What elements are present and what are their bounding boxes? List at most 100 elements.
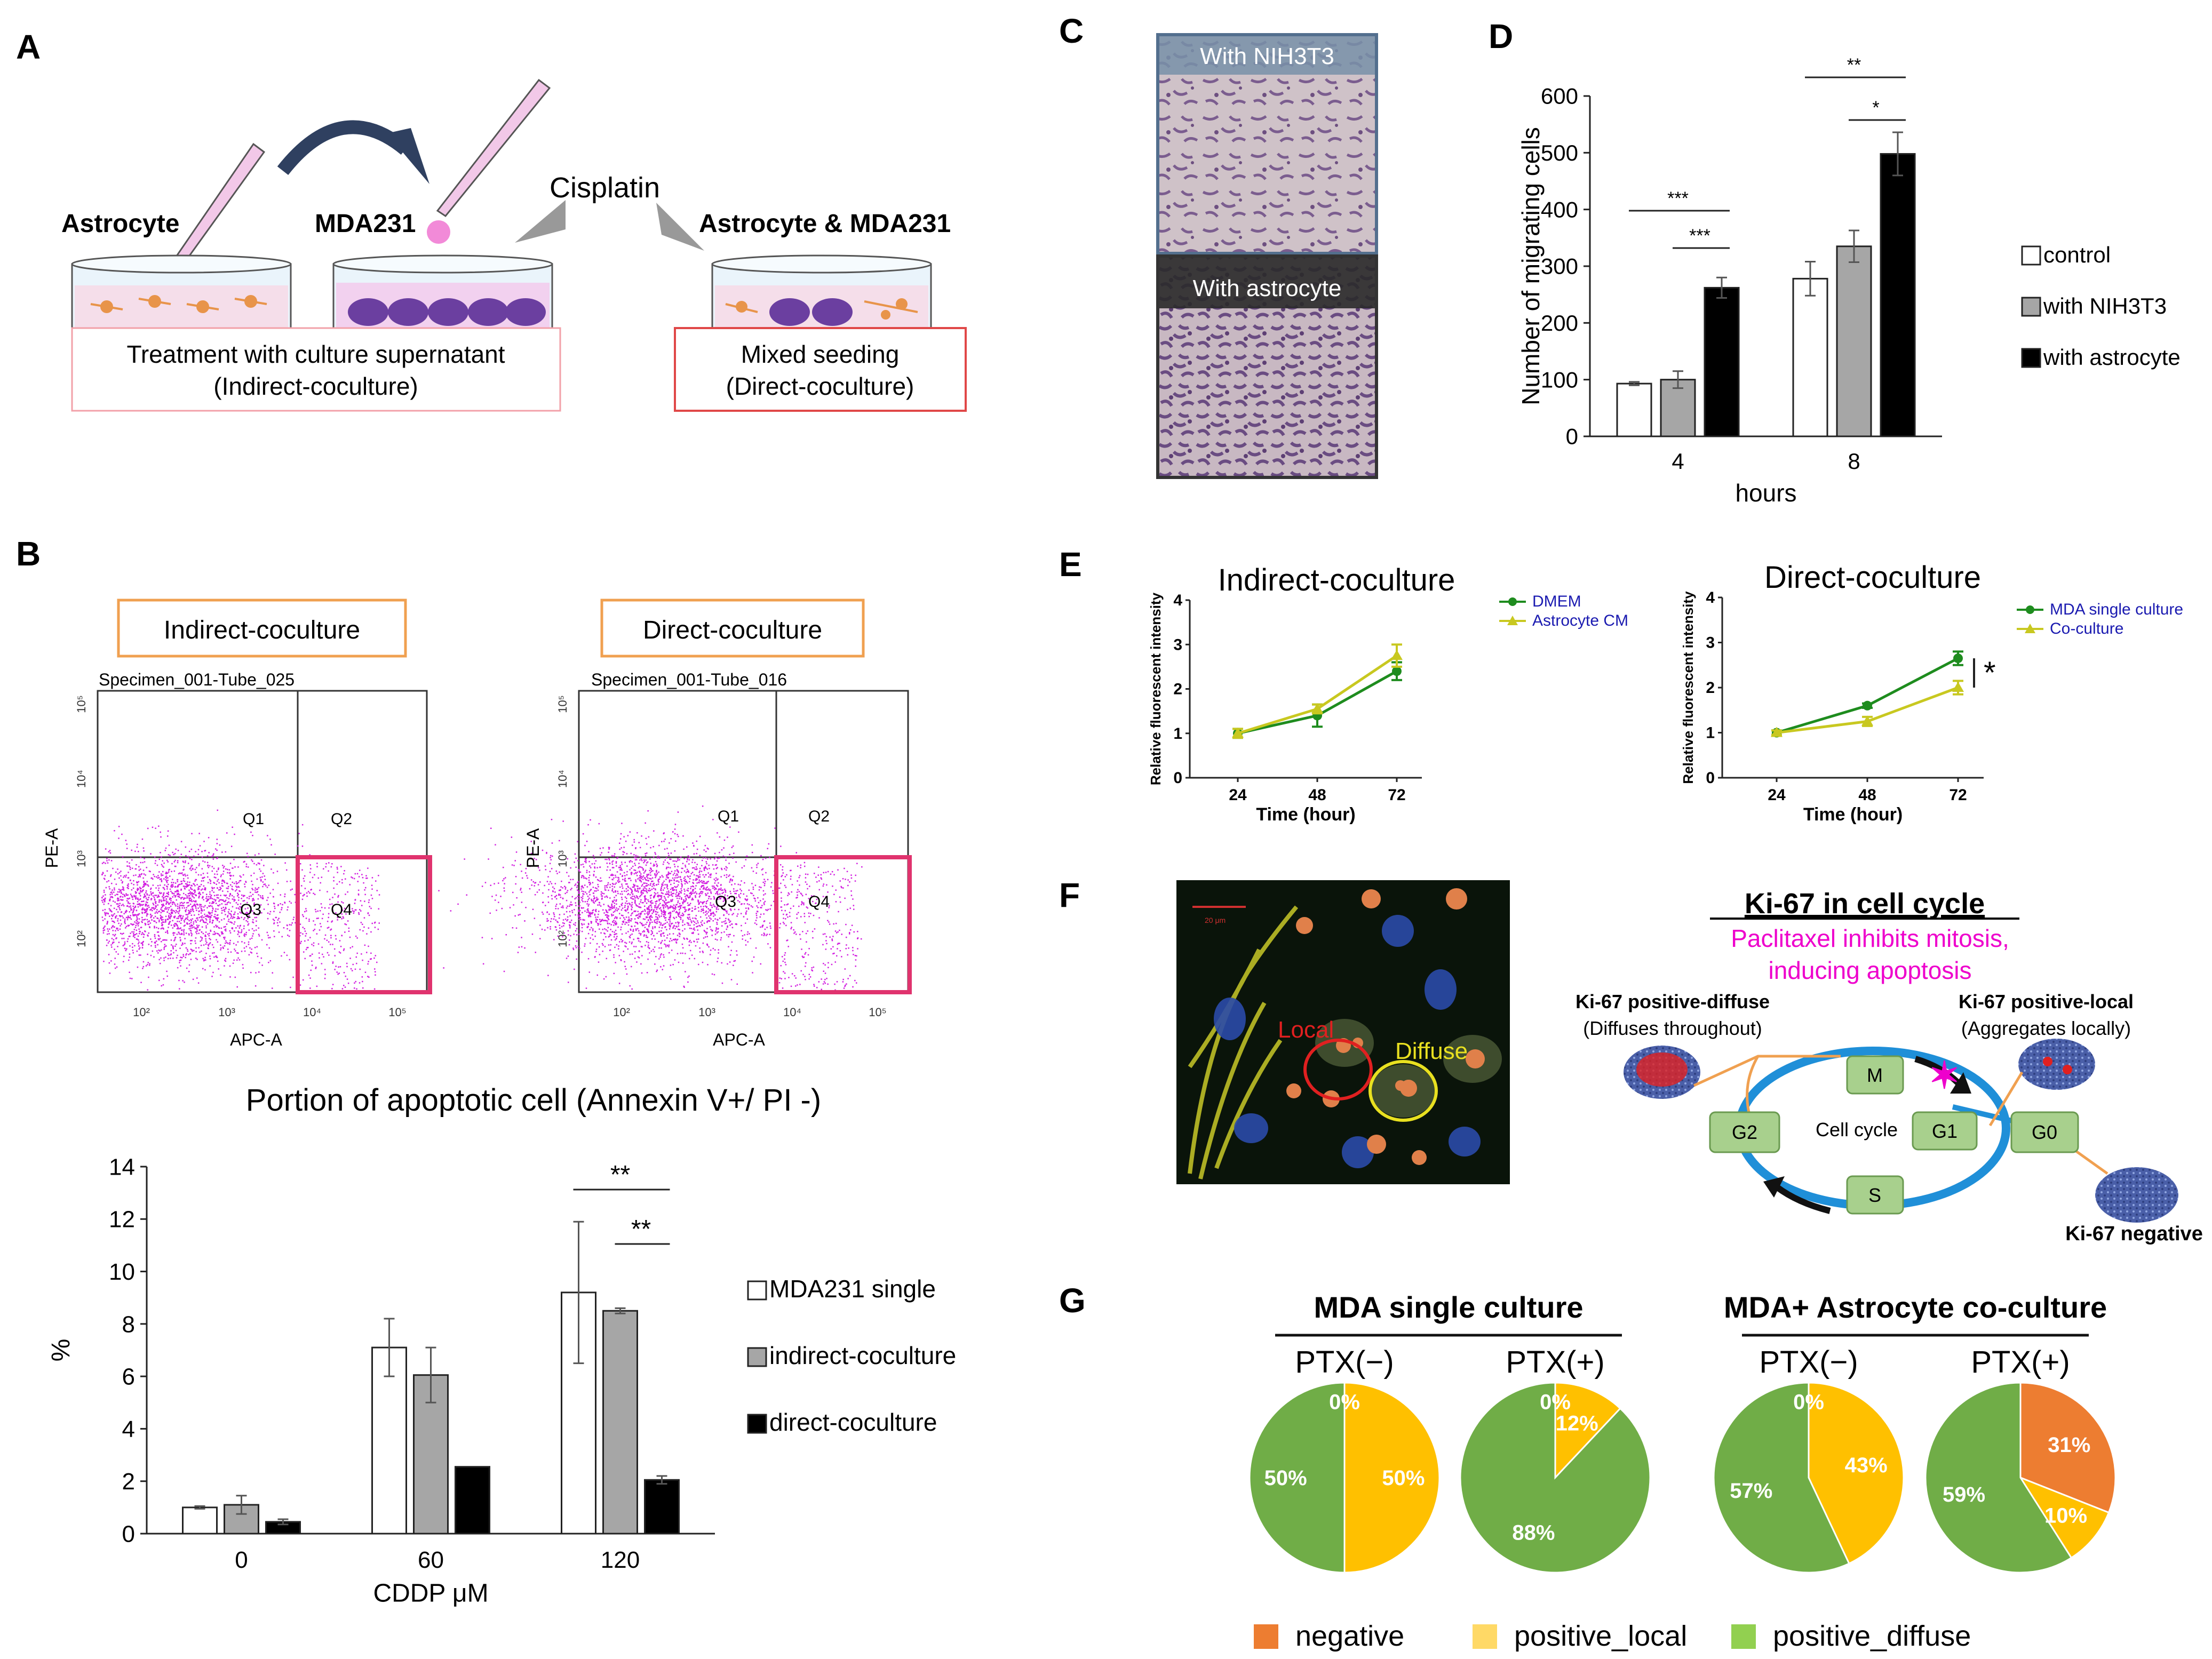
y-tick-label: 2 [1706,679,1715,697]
phase-g2-label: G2 [1732,1121,1757,1143]
legend-label: MDA single culture [2050,601,2183,618]
pie-slice-positive_local [2018,1475,2110,1559]
legend-label: direct-coculture [769,1408,937,1436]
paclitaxel-block-icon: ✶ [1929,1055,1960,1096]
legend-label: with astrocyte [2043,345,2181,370]
y-axis-label: Relative fluorescent intensity [1680,591,1696,784]
flow-ytick-direct-3: 10⁴ [556,770,569,788]
local-circle [1303,1039,1373,1100]
q4-direct: Q4 [808,893,830,911]
pie-label: PTX(+) [1506,1345,1604,1379]
astrocyte-filaments [1188,905,1299,1179]
indirect-caption-line1: Treatment with culture supernatant [126,340,505,368]
x-tick-label: 24 [1229,786,1247,804]
y-tick-label: 8 [122,1311,135,1337]
cell-cycle-label: Cell cycle [1816,1119,1898,1140]
q2-direct: Q2 [808,808,830,825]
significance-stars: ** [1847,55,1861,75]
flow-xtick-indirect-4: 10⁵ [388,1006,407,1019]
bar-control-8 [1792,277,1828,437]
flow-xtick-direct-4: 10⁵ [869,1006,887,1019]
panel-label-e: E [1059,545,1082,584]
flow-ytick-direct-4: 10⁵ [556,695,569,713]
ki67-pie-charts: MDA single culture MDA+ Astrocyte co-cult… [1248,1290,2116,1652]
flow-specimen-direct: Specimen_001-Tube_016 [591,670,787,689]
x-axis-label: Time (hour) [1256,804,1355,825]
pie-value-label: 0% [1329,1391,1360,1414]
data-point [1391,650,1403,660]
significance-star: * [1984,656,1996,690]
y-tick-label: 2 [1173,681,1182,698]
cisplatin-label: Cisplatin [550,172,660,204]
pie-slice-positive_diffuse [1713,1382,1850,1574]
x-axis-label: CDDP μM [373,1580,488,1608]
diffuse-circle [1368,1060,1438,1122]
flow-xtick-indirect-1: 10² [133,1006,150,1019]
significance-stars: *** [1667,188,1689,209]
pie-value-label: 50% [1264,1466,1307,1490]
pie-legend-swatch [1473,1624,1497,1649]
y-tick-label: 14 [109,1154,135,1180]
micrograph-nih3t3-label: With NIH3T3 [1200,43,1334,69]
bar-with-NIH3T3-4 [1660,379,1696,437]
flow-frame-indirect [97,690,428,993]
cisplatin-arrow-left [515,200,566,243]
pie-slice-positive_diffuse [1248,1382,1346,1574]
y-axis-label: Relative fluorescent intensity [1148,592,1164,785]
indirect-coculture-line-chart: 0 1 2 3 4 24 48 72 DMEM Astrocyte CM Indirect-cocu… [1148,563,1628,825]
flow-xaxis-indirect: APC-A [230,1030,282,1049]
pie-value-label: 88% [1512,1521,1555,1545]
flow-title-direct: Direct-coculture [643,616,822,644]
if-scale-label: 20 μm [1205,916,1226,924]
y-tick-label: 0 [122,1521,135,1547]
pie-legend-label: positive_local [1514,1620,1687,1652]
connector-local [1988,1071,2024,1127]
panel-label-g: G [1059,1281,1086,1320]
data-point [1863,700,1872,711]
flow-frame-direct [578,690,909,993]
ki67-subtitle-1: Paclitaxel inhibits mitosis, [1731,924,2009,952]
y-axis-label: % [47,1339,75,1362]
bar-control-4 [1616,382,1652,437]
x-tick-label: 4 [1672,449,1684,474]
x-tick-label: 8 [1848,449,1860,474]
data-point [1952,682,1964,692]
flow-ytick-direct-1: 10² [556,930,569,947]
y-tick-label: 10 [109,1259,135,1285]
flow-xtick-indirect-3: 10⁴ [303,1006,321,1019]
pie-value-label: 12% [1556,1411,1598,1435]
phase-s: S [1846,1175,1904,1215]
y-tick-label: 4 [1706,589,1715,607]
legend-marker [1508,597,1517,606]
flow-yaxis-indirect: PE-A [42,828,61,868]
astro-mda-label: Astrocyte & MDA231 [699,210,951,238]
phase-m: M [1846,1055,1904,1095]
x-tick-label: 72 [1949,786,1967,804]
astrocyte-label: Astrocyte [61,210,179,238]
legend-swatch [747,1280,767,1301]
bar-direct-coculture-60 [455,1466,490,1535]
y-tick-label: 400 [1541,197,1578,222]
flow-plot-indirect: Indirect-coculture Specimen_001-Tube_025… [42,599,440,1049]
indirect-caption-box [71,327,561,412]
medium-drop [427,220,450,244]
y-tick-label: 0 [1706,769,1715,787]
data-point [1953,653,1963,664]
legend-marker [2026,605,2034,614]
legend-swatch [747,1347,767,1367]
pie-value-label: 0% [1793,1391,1824,1414]
ki67-negative-label: Ki-67 negative [2065,1223,2203,1245]
pie-slice-positive_local [1554,1382,1621,1480]
y-tick-label: 500 [1541,140,1578,165]
bar-with-astrocyte-4 [1704,286,1740,437]
direct-caption-box [674,327,967,412]
q4-gate-direct [774,855,912,994]
ki67-pos-diffuse-label: Ki-67 positive-diffuse [1576,991,1770,1012]
pie-label: PTX(+) [1971,1345,2070,1379]
chart-title: Indirect-coculture [1218,563,1455,597]
panel-f-immunofluorescence: 20 μm Local Diffuse Ki-67 in cell cycle … [1176,880,2203,1245]
legend-swatch [2021,348,2041,368]
ki67-negative-nucleus [2095,1167,2178,1223]
ki67-local-spot-2 [2063,1065,2072,1074]
pie-label: PTX(−) [1759,1345,1858,1379]
